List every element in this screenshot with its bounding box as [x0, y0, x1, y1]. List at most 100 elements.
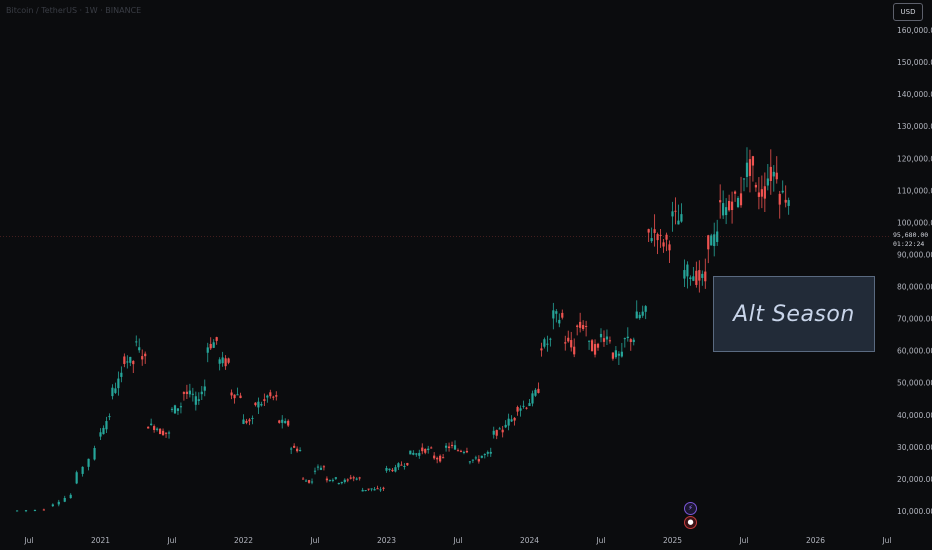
candle: [230, 389, 233, 400]
candle: [596, 342, 600, 351]
candle-body: [477, 459, 480, 462]
candle: [674, 197, 677, 225]
candle-body: [275, 395, 278, 397]
candle-body: [757, 192, 760, 197]
candle: [212, 339, 215, 349]
candle: [99, 428, 102, 441]
candle: [522, 400, 525, 409]
candle: [182, 391, 186, 401]
candle: [763, 172, 766, 212]
candle: [608, 336, 612, 344]
candle-body: [471, 459, 474, 461]
candle: [239, 392, 242, 399]
x-tick-label: Jul: [452, 536, 462, 545]
x-tick-label: 2021: [91, 536, 110, 545]
candle-body: [430, 447, 433, 449]
candle-body: [444, 445, 448, 448]
candle: [227, 357, 230, 365]
candle-body: [93, 448, 96, 460]
candle: [486, 450, 489, 457]
candle-body: [692, 276, 695, 281]
x-tick-label: 2023: [377, 536, 396, 545]
candle-body: [144, 353, 147, 357]
candle-body: [269, 392, 272, 397]
candle-body: [147, 426, 150, 429]
candle-body: [266, 395, 269, 398]
candle-body: [558, 319, 561, 324]
candle-body: [474, 457, 477, 459]
candle: [358, 476, 361, 481]
candle: [713, 222, 716, 257]
candle: [442, 453, 445, 459]
candle-body: [674, 210, 677, 212]
candle: [781, 180, 784, 194]
candle: [427, 445, 430, 454]
candle-body: [373, 489, 376, 491]
candle: [769, 149, 772, 195]
candle: [161, 428, 165, 436]
candle: [465, 447, 469, 454]
candle: [459, 449, 463, 453]
candle: [114, 382, 117, 394]
candle-body: [257, 401, 260, 408]
candle-body: [650, 238, 653, 242]
candle-body: [299, 449, 302, 451]
alt-season-annotation[interactable]: Alt Season: [713, 276, 875, 352]
candle: [760, 175, 763, 209]
candle: [263, 393, 266, 406]
candle-body: [108, 416, 111, 418]
candle-body: [716, 231, 719, 242]
candle-body: [599, 333, 603, 338]
candle-body: [218, 359, 221, 364]
candle-body: [480, 455, 483, 458]
candle: [513, 417, 516, 426]
candle: [504, 420, 507, 429]
candle: [710, 233, 713, 246]
candle: [686, 261, 689, 289]
candle-body: [15, 510, 19, 512]
candle-body: [769, 166, 772, 181]
candle: [57, 499, 60, 507]
candle: [117, 371, 120, 396]
candle: [558, 313, 561, 328]
candle: [209, 337, 212, 351]
candle-body: [150, 423, 153, 425]
candle: [370, 488, 373, 492]
candle: [197, 392, 200, 405]
candle: [450, 441, 454, 449]
candle: [453, 440, 457, 451]
candle: [400, 461, 403, 466]
candle: [343, 478, 346, 484]
candle-body: [570, 340, 573, 348]
candle-body: [486, 452, 489, 454]
y-tick-label: 30,000.00: [897, 443, 932, 452]
event-ai-icon[interactable]: ⚡: [684, 502, 697, 515]
candle: [579, 312, 582, 333]
candle-body: [784, 199, 787, 203]
candle-body: [605, 336, 609, 340]
candle-body: [87, 458, 90, 467]
event-us-flag-icon[interactable]: ●: [684, 516, 697, 529]
candle-body: [224, 358, 227, 367]
x-tick-label: 2025: [663, 536, 682, 545]
candle-body: [695, 270, 698, 285]
candle: [340, 481, 343, 485]
y-tick-label: 150,000.00: [897, 58, 932, 67]
candle: [590, 339, 594, 352]
candle: [730, 191, 734, 224]
candle: [409, 450, 412, 455]
candle-body: [138, 347, 141, 351]
candle: [546, 335, 549, 352]
candle-body: [340, 481, 343, 484]
currency-selector[interactable]: USD: [893, 3, 923, 21]
candle: [519, 405, 522, 417]
candle: [656, 232, 659, 255]
candle-body: [555, 311, 558, 314]
candle-body: [304, 480, 308, 482]
candle: [704, 258, 707, 289]
candle-body: [388, 468, 391, 470]
candle: [75, 470, 78, 485]
candle: [418, 449, 421, 459]
candle: [328, 479, 331, 482]
